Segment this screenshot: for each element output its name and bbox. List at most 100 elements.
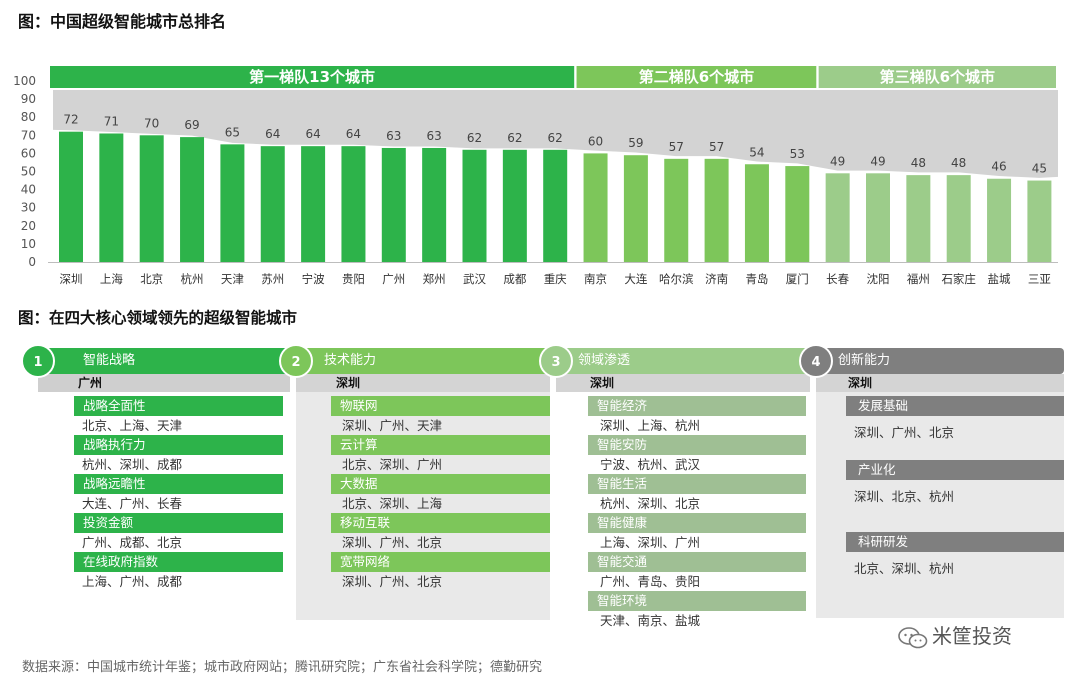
x-tick-label: 三亚 xyxy=(1028,272,1051,286)
bar xyxy=(139,135,164,262)
list-item: 科研研发 北京、深圳、杭州 xyxy=(816,532,1064,579)
bar xyxy=(99,133,124,262)
bar xyxy=(866,173,890,262)
bar xyxy=(987,178,1012,262)
bar-value-label: 64 xyxy=(265,127,280,141)
bar xyxy=(301,146,326,262)
column-title: 创新能力 xyxy=(838,353,891,368)
item-label: 云计算 xyxy=(331,435,550,455)
bar xyxy=(906,175,931,262)
column-title: 领域渗透 xyxy=(578,353,631,368)
x-tick-label: 大连 xyxy=(624,272,647,286)
item-label: 宽带网络 xyxy=(331,552,550,572)
list-item: 物联网深圳、广州、天津 xyxy=(296,396,550,435)
column-smart-strategy: 1 智能战略 广州 战略全面性 北京、上海、天津 战略执行力 杭州、深圳、成都 战略… xyxy=(21,344,308,591)
list-item: 战略全面性 北京、上海、天津 xyxy=(58,396,308,435)
item-label: 智能环境 xyxy=(588,591,806,611)
x-tick-label: 南京 xyxy=(584,272,607,286)
x-tick-label: 武汉 xyxy=(463,272,486,286)
item-cities: 深圳、广州、北京 xyxy=(342,574,443,589)
bar-value-label: 59 xyxy=(628,136,643,150)
bar-value-label: 45 xyxy=(1032,162,1047,176)
bar xyxy=(180,137,205,262)
x-tick-label: 成都 xyxy=(503,272,526,286)
list-item: 产业化 深圳、北京、杭州 xyxy=(816,460,1064,532)
x-tick-label: 苏州 xyxy=(261,272,284,286)
column-header: 1 智能战略 xyxy=(21,344,308,378)
x-tick-label: 深圳 xyxy=(60,272,83,286)
list-item: 投资金额广州、成都、北京 xyxy=(58,513,308,552)
list-item: 智能健康 上海、深圳、广州 xyxy=(556,513,810,552)
item-label: 智能生活 xyxy=(588,474,806,494)
data-source: 数据来源：中国城市统计年鉴；城市政府网站；腾讯研究院；广东省社会科学院；德勤研究 xyxy=(22,660,543,675)
column-tech-capability: 2 技术能力 深圳 物联网 深圳、广州、天津 云计算 北京、深圳、广州 大数据 北京、… xyxy=(279,344,550,620)
item-cities: 深圳、广州、北京 xyxy=(854,425,955,440)
wechat-icon xyxy=(898,626,928,648)
y-tick-label: 40 xyxy=(21,183,36,197)
bar-value-label: 71 xyxy=(104,114,119,128)
item-label: 发展基础 xyxy=(846,396,1064,416)
x-tick-label: 济南 xyxy=(705,272,728,286)
column-leader: 深圳 xyxy=(816,374,1064,392)
bar-value-label: 62 xyxy=(548,131,563,145)
column-number: 2 xyxy=(279,344,313,378)
bar-value-label: 57 xyxy=(669,140,684,154)
column-body: 物联网 深圳、广州、天津 云计算 北京、深圳、广州 大数据 北京、深圳、上海 移动互联… xyxy=(296,392,550,620)
bar xyxy=(623,155,648,262)
watermark: 米筐投资 xyxy=(898,620,1012,649)
x-tick-label: 天津 xyxy=(221,272,244,286)
item-label: 战略全面性 xyxy=(74,396,283,416)
bar xyxy=(59,131,83,262)
x-tick-label: 杭州 xyxy=(181,272,204,286)
x-tick-label: 上海 xyxy=(100,272,123,286)
item-cities: 北京、深圳、上海 xyxy=(342,496,443,511)
bar xyxy=(422,147,447,262)
item-cities: 广州、成都、北京 xyxy=(82,535,183,550)
column-header: 3 领域渗透 xyxy=(539,344,810,378)
x-tick-label: 重庆 xyxy=(544,272,567,286)
column-number: 3 xyxy=(539,344,573,378)
bar-value-label: 62 xyxy=(507,131,522,145)
x-tick-label: 广州 xyxy=(382,272,405,286)
column-body: 发展基础深圳、广州、北京 产业化 深圳、北京、杭州 科研研发 北京、深圳、杭州 xyxy=(816,392,1064,618)
item-cities: 广州、青岛、贵阳 xyxy=(600,574,701,589)
bar-value-label: 62 xyxy=(467,131,482,145)
list-item: 战略执行力 杭州、深圳、成都 xyxy=(58,435,308,474)
item-label: 投资金额 xyxy=(74,513,283,533)
item-cities: 深圳、广州、天津 xyxy=(342,418,443,433)
tier-label: 第三梯队6个城市 xyxy=(880,68,995,86)
ranking-curve-band xyxy=(53,90,1058,178)
item-label: 智能经济 xyxy=(588,396,806,416)
bar xyxy=(946,175,971,262)
column-header: 4 创新能力 xyxy=(799,344,1064,378)
x-tick-label: 郑州 xyxy=(423,272,446,286)
ranking-bar-chart: 0 10 20 30 40 50 60 70 80 90 100 第一梯队13个城市 第二梯队6个城市 第… xyxy=(13,66,1058,286)
list-item: 智能安防 宁波、杭州、武汉 xyxy=(556,435,810,474)
item-cities: 上海、广州、成都 xyxy=(82,574,183,589)
column-leader: 深圳 xyxy=(556,374,810,392)
column-number: 1 xyxy=(21,344,55,378)
bar-value-label: 46 xyxy=(991,160,1006,174)
x-tick-label: 宁波 xyxy=(302,272,325,286)
column-innovation: 4 创新能力 深圳 发展基础深圳、广州、北京 产业化 深圳、北京、杭州 科研研发北… xyxy=(799,344,1064,618)
item-cities: 杭州、深圳、北京 xyxy=(600,496,701,511)
y-tick-label: 30 xyxy=(21,201,36,215)
list-item: 大数据 北京、深圳、上海 xyxy=(296,474,550,513)
x-tick-label: 福州 xyxy=(907,272,930,286)
bar-value-label: 70 xyxy=(144,116,159,130)
list-item: 智能交通广州、青岛、贵阳 xyxy=(556,552,810,591)
bar xyxy=(260,146,285,262)
column-leader: 深圳 xyxy=(296,374,550,392)
column-header: 2 技术能力 xyxy=(279,344,550,378)
item-cities: 杭州、深圳、成都 xyxy=(82,457,183,472)
item-label: 物联网 xyxy=(331,396,550,416)
item-cities: 天津、南京、盐城 xyxy=(600,613,701,628)
bar-value-label: 57 xyxy=(709,140,724,154)
y-tick-label: 100 xyxy=(13,74,36,88)
item-label: 智能交通 xyxy=(588,552,806,572)
item-label: 智能安防 xyxy=(588,435,806,455)
bar xyxy=(220,144,245,262)
list-item: 宽带网络深圳、广州、北京 xyxy=(296,552,550,591)
bar xyxy=(543,149,568,262)
y-tick-label: 70 xyxy=(21,128,36,142)
